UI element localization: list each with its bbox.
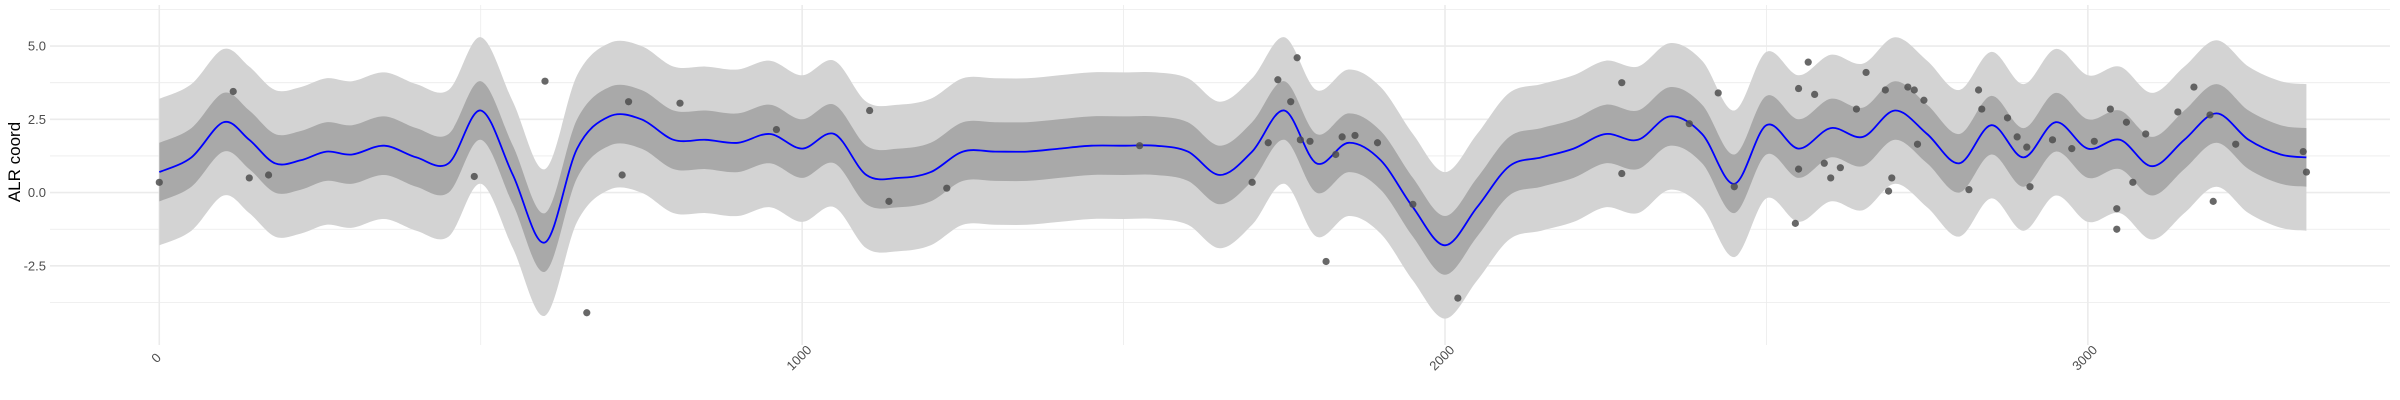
y-tick-label: 5.0 — [28, 39, 46, 54]
data-point — [155, 178, 163, 186]
x-tick-label: 1000 — [783, 342, 814, 373]
data-point — [229, 87, 237, 96]
data-point — [1794, 165, 1803, 173]
data-point — [866, 106, 874, 115]
data-point — [1978, 105, 1986, 113]
data-point — [1264, 139, 1272, 147]
data-point — [2003, 114, 2012, 122]
data-point — [624, 98, 633, 106]
tick-layer: -2.5 0.0 2.5 5.0 0 1000 2000 3000 — [24, 39, 2101, 374]
data-point — [2068, 145, 2076, 153]
data-point — [1881, 86, 1889, 94]
data-point — [1884, 187, 1893, 195]
data-point — [2190, 83, 2198, 91]
data-point — [1338, 133, 1346, 141]
data-point — [1974, 86, 1983, 94]
data-point — [1888, 174, 1896, 182]
data-point — [2142, 130, 2150, 138]
data-point — [1794, 84, 1803, 93]
x-tick-label: 3000 — [2069, 342, 2100, 373]
line-layer — [158, 109, 2307, 247]
mean-line — [158, 109, 2307, 247]
data-point — [1274, 76, 1282, 84]
x-tick-label: 2000 — [1426, 342, 1457, 373]
data-point — [2013, 133, 2021, 141]
data-point — [2129, 178, 2137, 186]
data-point — [1804, 58, 1812, 66]
data-point — [772, 125, 781, 134]
data-point — [2026, 183, 2034, 191]
y-axis-title: ALR coord — [5, 122, 24, 202]
data-point — [1791, 219, 1799, 227]
data-point — [1248, 178, 1256, 186]
data-point — [618, 171, 626, 179]
data-point — [2206, 111, 2214, 119]
data-point — [245, 174, 253, 182]
data-point — [943, 184, 951, 192]
data-point — [264, 171, 273, 179]
data-point — [1322, 257, 1330, 266]
data-point — [1373, 139, 1382, 147]
point-layer — [155, 54, 2311, 317]
data-point — [583, 309, 591, 317]
data-point — [2302, 168, 2311, 176]
data-point — [1293, 54, 1301, 62]
data-point — [1811, 90, 1819, 98]
data-point — [1454, 294, 1462, 302]
data-point — [2090, 137, 2098, 145]
data-point — [1730, 183, 1738, 191]
data-point — [1409, 200, 1417, 208]
data-point — [1920, 96, 1928, 104]
data-point — [1852, 105, 1861, 113]
data-point — [1332, 150, 1340, 159]
data-point — [1618, 79, 1626, 87]
data-point — [1904, 83, 1912, 91]
data-point — [2209, 197, 2217, 205]
band-layer — [159, 37, 2307, 319]
data-point — [1287, 98, 1295, 106]
data-point — [1910, 86, 1918, 94]
data-point — [1685, 120, 1693, 128]
data-point — [1618, 169, 1626, 178]
data-point — [885, 197, 893, 205]
data-point — [676, 99, 684, 107]
data-point — [1827, 174, 1835, 182]
data-point — [2106, 105, 2114, 113]
data-point — [1136, 142, 1144, 150]
x-tick-label: 0 — [148, 350, 164, 366]
data-point — [1296, 136, 1304, 144]
data-point — [2299, 147, 2307, 156]
y-tick-label: 0.0 — [28, 185, 46, 200]
data-point — [2122, 118, 2131, 126]
data-point — [1862, 68, 1870, 77]
y-tick-label: -2.5 — [24, 258, 46, 273]
data-point — [2232, 140, 2240, 148]
y-tick-label: 2.5 — [28, 112, 46, 127]
data-point — [2023, 143, 2031, 151]
data-point — [1351, 131, 1359, 140]
data-point — [1306, 137, 1314, 145]
data-point — [470, 172, 478, 181]
data-point — [1714, 89, 1722, 97]
data-point — [1913, 140, 1922, 148]
data-point — [541, 77, 549, 85]
data-point — [1965, 186, 1973, 194]
data-point — [1820, 159, 1828, 167]
data-point — [2048, 136, 2057, 144]
data-point — [2113, 225, 2121, 233]
data-point — [2174, 108, 2182, 116]
inner-interval-band — [159, 81, 2307, 275]
data-point — [2113, 205, 2121, 213]
data-point — [1836, 164, 1844, 172]
